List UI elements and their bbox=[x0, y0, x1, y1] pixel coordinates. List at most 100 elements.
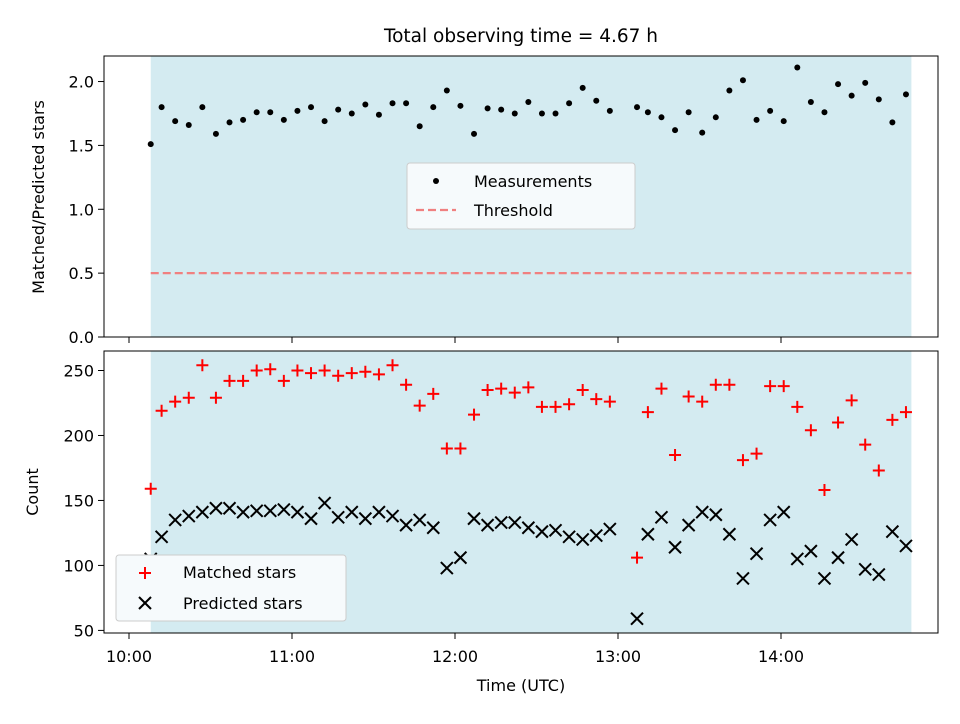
predicted-star-point bbox=[521, 521, 536, 535]
measurement-point bbox=[875, 96, 882, 103]
bottom-y-axis: 50 100 150 200 250 bbox=[63, 361, 104, 640]
matched-star-point bbox=[318, 364, 331, 377]
matched-star-point bbox=[603, 395, 616, 408]
legend-matched-label: Matched stars bbox=[183, 563, 296, 582]
y-tick-label: 100 bbox=[63, 556, 94, 575]
legend-threshold-label: Threshold bbox=[473, 201, 553, 220]
predicted-star-point bbox=[654, 510, 669, 525]
measurement-point bbox=[335, 106, 342, 113]
measurement-point bbox=[593, 97, 600, 104]
matched-star-point bbox=[481, 383, 494, 396]
bottom-legend: Matched stars Predicted stars bbox=[115, 554, 347, 622]
measurement-point bbox=[552, 110, 559, 117]
matched-star-point bbox=[791, 400, 804, 413]
measurement-point bbox=[172, 118, 179, 125]
bottom-legend-box bbox=[115, 554, 347, 622]
x-tick-label: 10:00 bbox=[106, 647, 152, 666]
measurement-point bbox=[794, 64, 801, 71]
matched-star-point bbox=[576, 383, 589, 396]
matched-star-point bbox=[144, 482, 157, 495]
legend-predicted-label: Predicted stars bbox=[183, 594, 303, 613]
measurement-point bbox=[753, 116, 760, 123]
measurement-point bbox=[739, 77, 746, 84]
matched-star-point bbox=[332, 369, 345, 382]
matched-star-point bbox=[818, 484, 831, 497]
predicted-star-point bbox=[385, 509, 400, 523]
matched-star-point bbox=[522, 381, 535, 394]
measurement-point bbox=[712, 114, 719, 121]
x-tick-label: 14:00 bbox=[758, 647, 804, 666]
predicted-star-point bbox=[872, 567, 886, 582]
legend-predicted-marker bbox=[138, 596, 152, 610]
measurement-point bbox=[644, 109, 651, 116]
bottom-panel: 50 100 150 200 250 10:00 11:00 12:00 13:00 14:00… bbox=[23, 350, 939, 695]
matched-star-point bbox=[345, 367, 358, 380]
measurement-point bbox=[498, 106, 505, 113]
predicted-star-point bbox=[508, 515, 522, 530]
y-tick-label: 0.5 bbox=[69, 264, 94, 283]
measurement-point bbox=[484, 105, 491, 112]
predicted-star-point bbox=[467, 511, 481, 526]
measurement-point bbox=[726, 87, 733, 94]
matched-star-point bbox=[669, 448, 682, 461]
predicted-star-point bbox=[209, 501, 223, 515]
measurement-point bbox=[471, 130, 478, 137]
predicted-star-point bbox=[154, 530, 169, 544]
predicted-star-point bbox=[480, 518, 495, 532]
measurement-point bbox=[525, 98, 532, 105]
measurement-point bbox=[685, 109, 692, 116]
matched-star-point bbox=[859, 438, 872, 451]
bottom-x-axis: 10:00 11:00 12:00 13:00 14:00 bbox=[106, 633, 804, 666]
matched-star-point bbox=[359, 365, 372, 378]
bottom-y-axis-label: Count bbox=[23, 468, 42, 516]
matched-star-point bbox=[899, 406, 912, 419]
matched-star-point bbox=[372, 368, 385, 381]
measurement-point bbox=[848, 92, 855, 99]
matched-star-point bbox=[872, 464, 885, 477]
matched-star-point bbox=[631, 551, 644, 564]
predicted-star-point bbox=[817, 571, 832, 586]
matched-star-point bbox=[277, 374, 290, 387]
predicted-star-point bbox=[831, 550, 845, 565]
matched-star-point bbox=[305, 367, 318, 380]
matched-star-point bbox=[250, 364, 263, 377]
matched-star-point bbox=[237, 374, 250, 387]
measurement-point bbox=[199, 104, 206, 111]
measurement-point bbox=[538, 110, 545, 117]
measurement-point bbox=[403, 100, 410, 107]
predicted-star-point bbox=[304, 511, 318, 526]
predicted-star-point bbox=[277, 502, 291, 517]
predicted-star-point bbox=[695, 505, 709, 519]
predicted-star-point bbox=[440, 561, 454, 575]
matched-star-point bbox=[196, 359, 209, 372]
matched-star-point bbox=[832, 416, 845, 429]
measurement-point bbox=[430, 104, 437, 111]
matched-star-point bbox=[427, 387, 440, 400]
measurement-point bbox=[902, 91, 909, 98]
y-tick-label: 0.0 bbox=[69, 328, 94, 347]
matched-star-point bbox=[155, 404, 168, 417]
matched-star-point bbox=[468, 408, 481, 421]
measurement-point bbox=[672, 127, 679, 134]
predicted-star-point bbox=[195, 505, 210, 519]
top-plot-frame bbox=[103, 55, 939, 338]
measurement-point bbox=[280, 116, 287, 123]
measurement-point bbox=[158, 104, 165, 111]
measurement-point bbox=[807, 98, 814, 105]
measurement-point bbox=[212, 130, 219, 137]
measurement-point bbox=[566, 100, 573, 107]
measurement-points bbox=[147, 64, 909, 148]
predicted-star-point bbox=[358, 511, 373, 526]
measurement-point bbox=[308, 104, 315, 111]
predicted-star-point bbox=[899, 539, 913, 553]
matched-star-point bbox=[696, 395, 709, 408]
matched-star-point bbox=[223, 374, 236, 387]
predicted-star-point bbox=[668, 540, 682, 554]
matched-star-point bbox=[400, 378, 413, 391]
predicted-star-point bbox=[844, 532, 859, 547]
matched-star-point bbox=[413, 399, 426, 412]
y-tick-label: 200 bbox=[63, 426, 94, 445]
matched-star-point bbox=[549, 400, 562, 413]
predicted-star-point bbox=[603, 522, 617, 536]
